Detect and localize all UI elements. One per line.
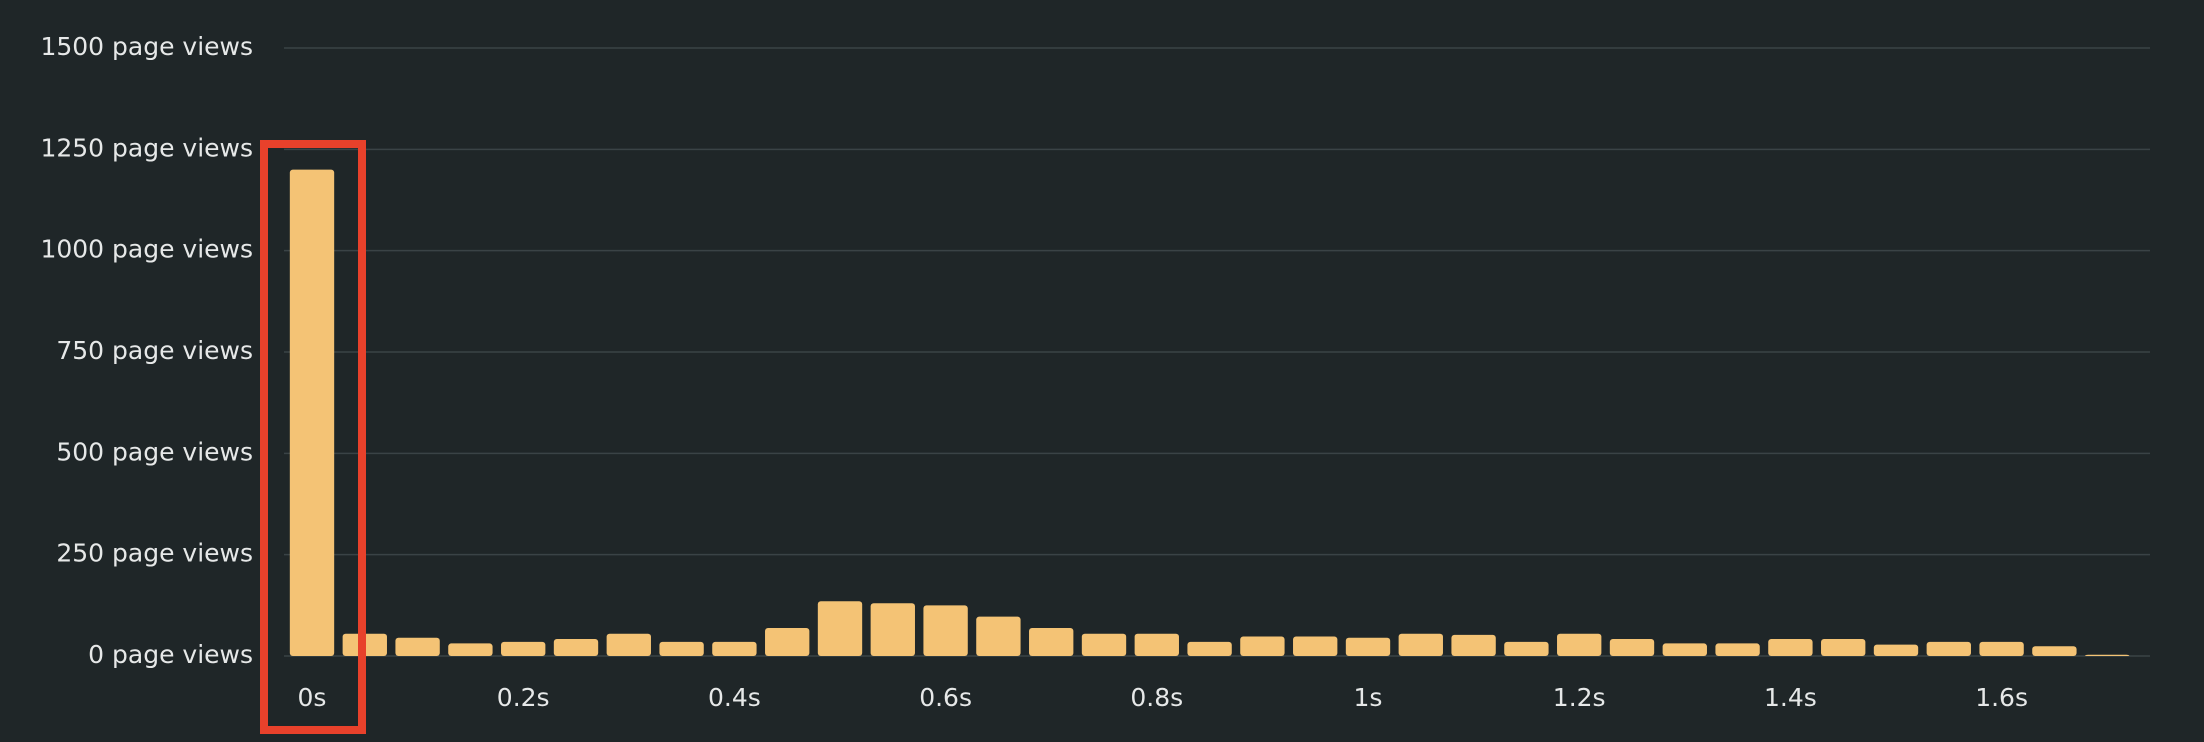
bar — [553, 638, 599, 656]
bar — [1134, 633, 1179, 656]
y-tick-label: 1250 page views — [40, 133, 253, 162]
bar — [870, 603, 915, 656]
bar — [1821, 638, 1866, 656]
x-tick-label: 0.8s — [1130, 683, 1183, 712]
bar — [2085, 654, 2130, 656]
bar — [765, 628, 810, 656]
bar — [289, 169, 335, 656]
bar — [1557, 633, 1602, 656]
bar — [1715, 643, 1760, 656]
bar — [1662, 643, 1707, 656]
x-tick-label: 0.4s — [708, 683, 761, 712]
bar — [1926, 641, 1971, 656]
y-tick-label: 250 page views — [56, 539, 253, 568]
x-tick-label: 1.2s — [1553, 683, 1606, 712]
y-tick-label: 1500 page views — [40, 32, 253, 61]
bar — [1240, 636, 1285, 656]
bar — [1293, 636, 1338, 656]
bar — [448, 643, 493, 656]
highlight-box — [260, 140, 366, 734]
bar — [817, 601, 863, 656]
bar — [712, 641, 757, 656]
y-tick-label: 750 page views — [56, 336, 253, 365]
y-tick-label: 500 page views — [56, 437, 253, 466]
bar — [501, 641, 546, 656]
bar — [976, 616, 1021, 656]
bar — [1345, 637, 1391, 656]
bar — [2032, 646, 2077, 656]
bar — [923, 605, 968, 656]
bar — [1029, 628, 1074, 656]
bar — [1451, 634, 1496, 656]
bar — [1398, 633, 1443, 656]
bar — [1873, 644, 1919, 656]
x-tick-label: 1.6s — [1975, 683, 2028, 712]
y-tick-label: 0 page views — [88, 640, 253, 669]
bar — [1979, 641, 2024, 656]
bar — [1187, 641, 1232, 656]
x-tick-label: 0s — [298, 683, 327, 712]
bar — [1609, 638, 1655, 656]
bar — [1504, 641, 1549, 656]
x-tick-label: 1.4s — [1764, 683, 1817, 712]
bar — [659, 641, 704, 656]
bar — [1081, 633, 1127, 656]
bar — [1768, 638, 1813, 656]
x-tick-label: 0.6s — [919, 683, 972, 712]
bar — [395, 637, 440, 656]
x-tick-label: 0.2s — [497, 683, 550, 712]
y-tick-label: 1000 page views — [40, 235, 253, 264]
x-tick-label: 1s — [1354, 683, 1383, 712]
bar — [606, 633, 651, 656]
